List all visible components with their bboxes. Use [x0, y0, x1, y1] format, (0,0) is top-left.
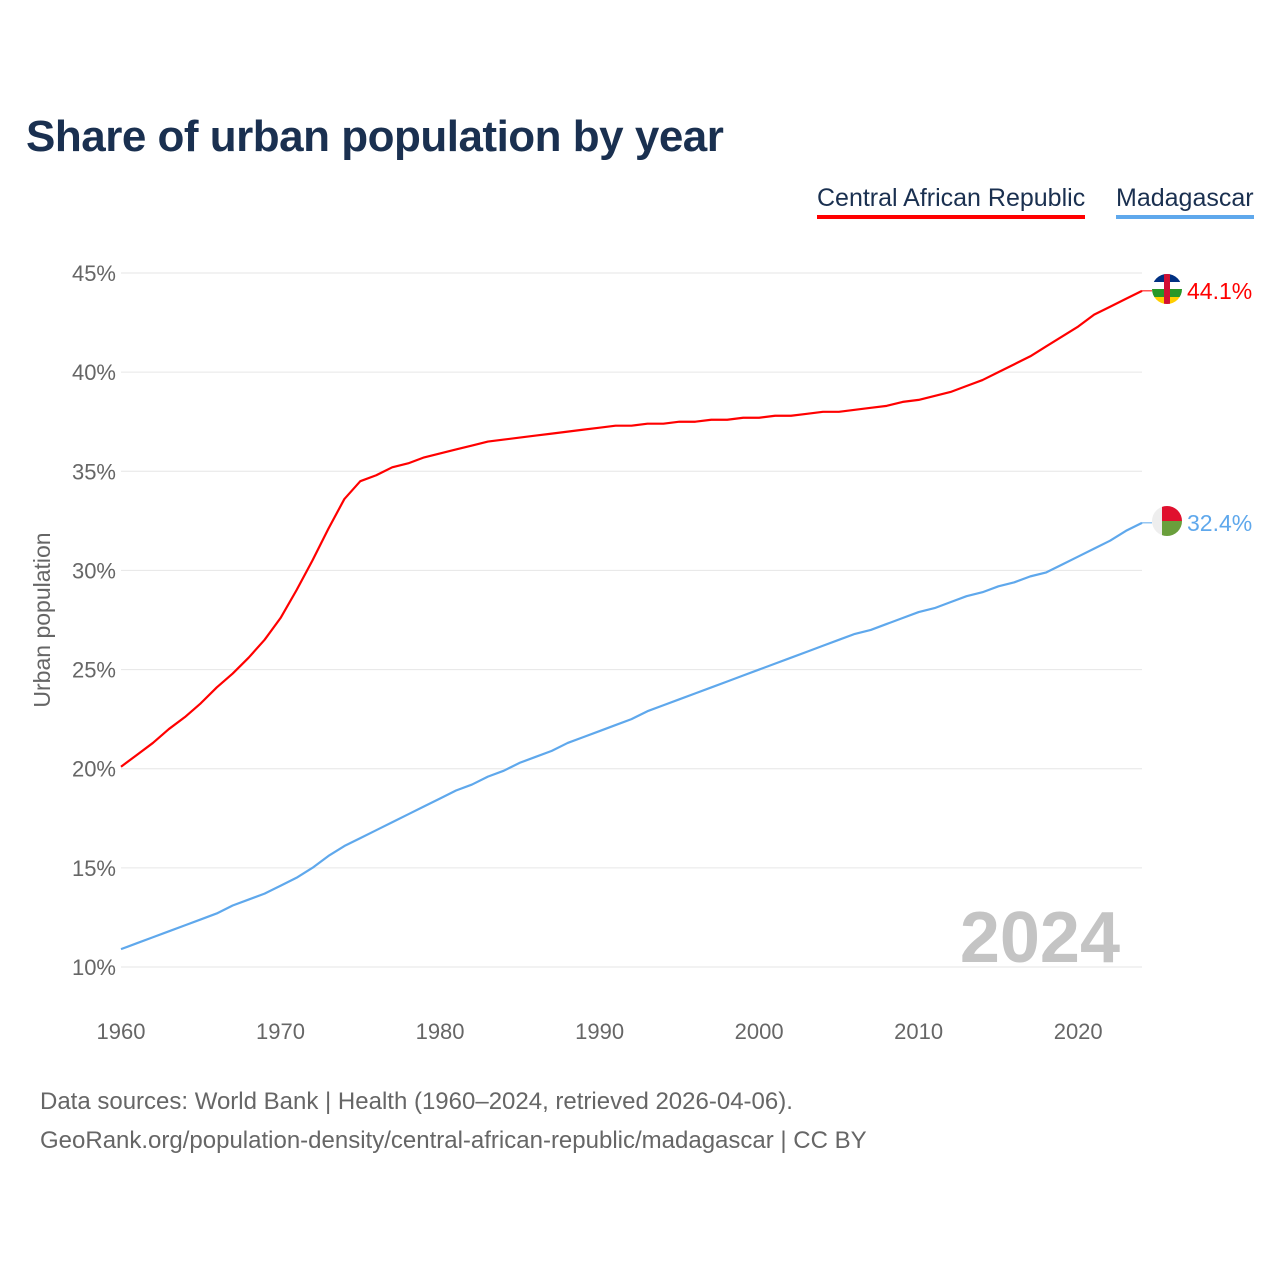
- x-tick-label: 1960: [97, 1019, 146, 1044]
- series-line-central-african-republic[interactable]: [120, 289, 1143, 768]
- y-axis-label: Urban population: [29, 532, 55, 707]
- y-tick-label: 10%: [72, 955, 116, 980]
- x-tick-label: 1970: [256, 1019, 305, 1044]
- y-tick-label: 25%: [72, 658, 116, 683]
- y-tick-label: 35%: [72, 459, 116, 484]
- x-tick-label: 2010: [894, 1019, 943, 1044]
- end-value-label: 32.4%: [1187, 510, 1252, 536]
- x-tick-label: 1990: [575, 1019, 624, 1044]
- chart-title: Share of urban population by year: [26, 112, 724, 161]
- legend-central-african-republic[interactable]: Central African Republic: [817, 184, 1086, 219]
- year-watermark: 2024: [960, 898, 1120, 978]
- y-tick-label: 30%: [72, 558, 116, 583]
- footer-sources: Data sources: World Bank | Health (1960–…: [40, 1088, 793, 1115]
- y-tick-label: 15%: [72, 856, 116, 881]
- x-tick-label: 2020: [1054, 1019, 1103, 1044]
- end-value-label: 44.1%: [1187, 278, 1252, 304]
- y-tick-label: 45%: [72, 261, 116, 286]
- y-tick-label: 40%: [72, 360, 116, 385]
- footer-link[interactable]: GeoRank.org/population-density/central-a…: [40, 1127, 867, 1154]
- y-tick-label: 20%: [72, 757, 116, 782]
- series-line-madagascar[interactable]: [120, 521, 1143, 951]
- x-tick-label: 2000: [735, 1019, 784, 1044]
- flag-central-african-republic-icon: [1152, 274, 1182, 304]
- x-tick-label: 1980: [416, 1019, 465, 1044]
- legend-madagascar[interactable]: Madagascar: [1116, 184, 1254, 219]
- flag-madagascar-icon: [1152, 506, 1182, 536]
